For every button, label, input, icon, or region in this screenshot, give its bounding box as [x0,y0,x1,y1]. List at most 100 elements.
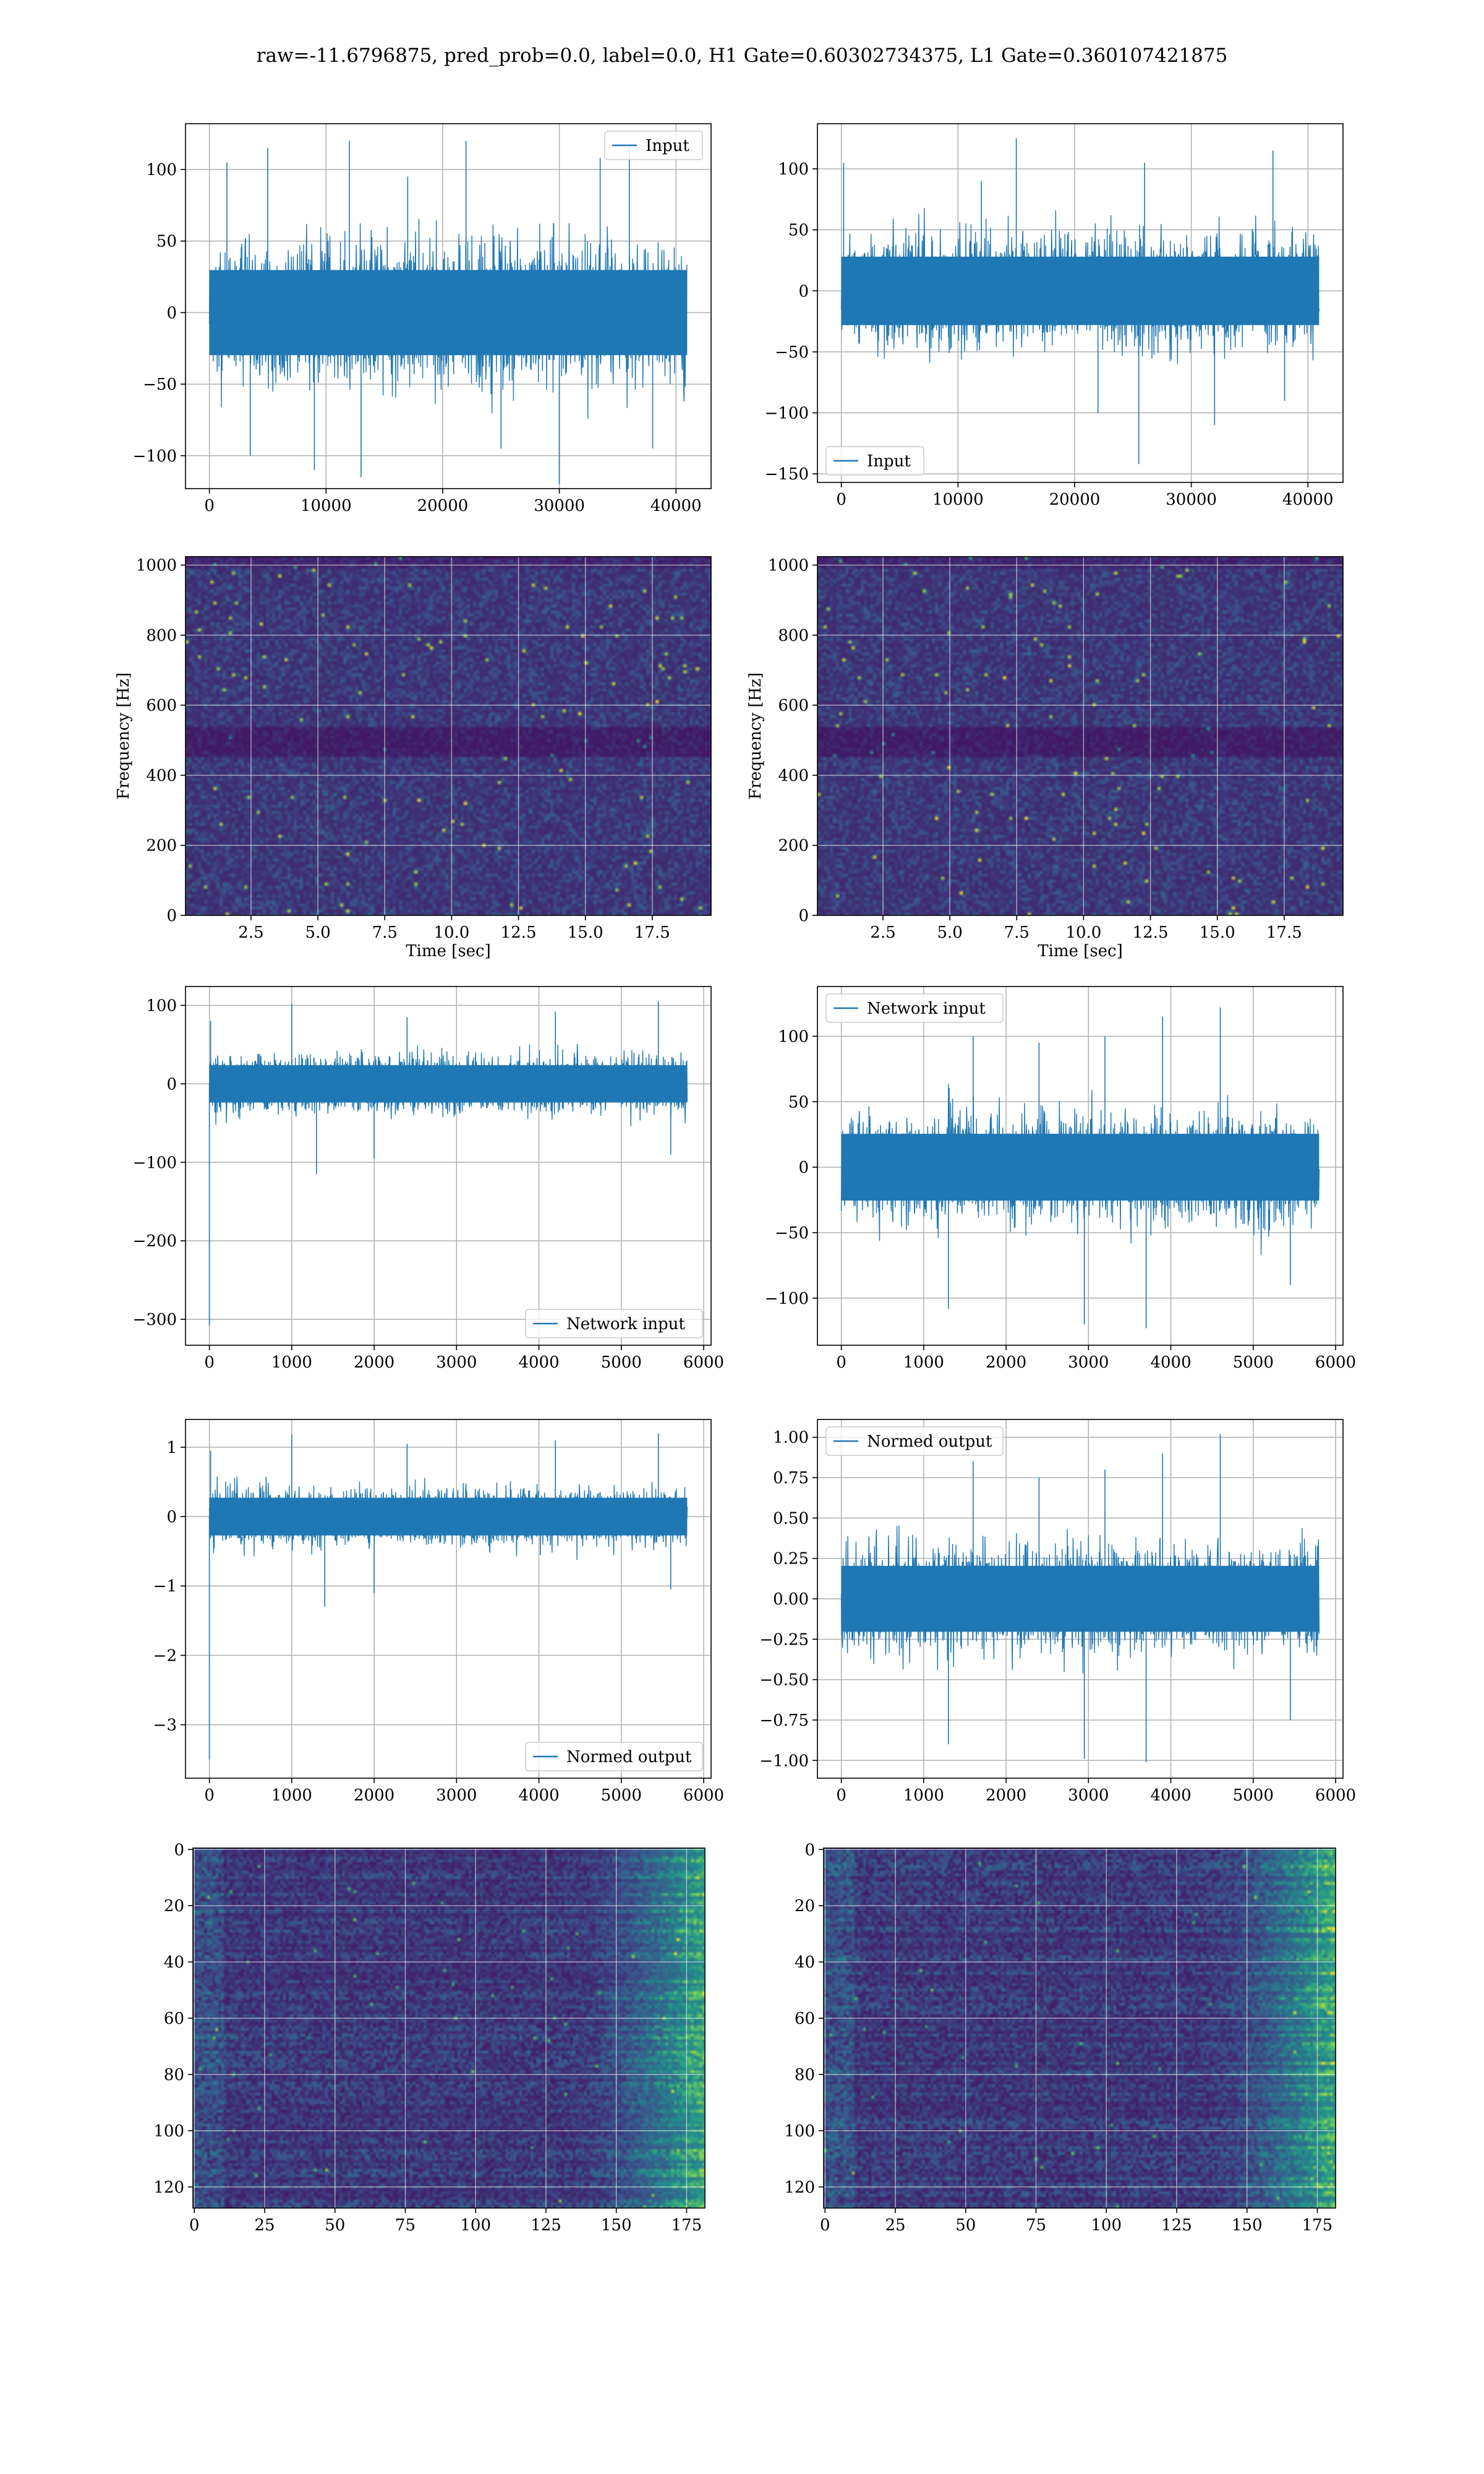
x-tick-label: 5000 [601,1353,642,1372]
legend-label: Normed output [566,1748,692,1766]
x-tick-label: 0 [820,2216,830,2235]
x-tick-label: 20000 [1049,490,1101,509]
x-tick-label: 12.5 [1133,923,1169,942]
y-tick-label: 40 [795,1953,815,1972]
plot-area [208,140,688,485]
x-tick-label: 2000 [354,1786,394,1805]
y-tick-label: 0 [166,1075,177,1094]
x-tick-label: 2000 [986,1353,1026,1372]
x-tick-label: 75 [1026,2216,1046,2235]
chart-r2c1: 2.5 5.0 7.5 10.0 12.5 15.0 17.5 0 200 400 600 800 10… [114,556,712,961]
x-tick-label: 17.5 [634,923,670,942]
x-tick-label: 10.0 [433,923,469,942]
y-tick-label: −1 [153,1577,177,1596]
x-tick-label: 7.5 [1004,923,1030,942]
y-tick-label: 20 [795,1897,815,1915]
series-core-band [841,1134,1320,1201]
y-tick-label: 20 [164,1897,184,1915]
x-tick-label: 40000 [1282,490,1334,509]
y-tick-label: −100 [133,447,177,466]
y-tick-label: −0.50 [759,1671,809,1690]
x-tick-label: 50 [955,2216,976,2235]
y-tick-label: −50 [143,375,177,394]
y-tick-label: 200 [146,837,177,855]
series-core-band [841,256,1320,325]
x-tick-label: 2.5 [870,923,895,942]
axes-frame [817,123,1344,483]
chart-r2c2: 2.5 5.0 7.5 10.0 12.5 15.0 17.5 0 200 400 600 800 10… [746,556,1344,961]
y-tick-label: 0 [798,1158,809,1177]
x-tick-label: 150 [1232,2216,1263,2235]
x-tick-label: 2000 [986,1786,1026,1805]
y-tick-label: 50 [156,233,177,251]
y-tick-label: −150 [765,465,809,484]
y-tick-label: 0.75 [773,1469,809,1487]
y-axis-label: Frequency [Hz] [114,672,133,800]
y-tick-label: 0 [166,907,177,925]
x-tick-label: 175 [1302,2216,1333,2235]
x-tick-label: 4000 [518,1786,559,1805]
chart-r4c2: 0 1000 2000 3000 4000 5000 6000 −1.00 −0.75 −0.50… [759,1419,1356,1805]
y-tick-label: 0.50 [773,1509,809,1528]
x-tick-label: 17.5 [1266,923,1302,942]
y-tick-label: 400 [778,766,809,785]
y-tick-label: 400 [146,766,177,785]
x-tick-label: 3000 [1068,1353,1109,1372]
y-tick-label: −1.00 [759,1752,809,1770]
legend-box [525,1742,703,1771]
chart-r3c2: 0 1000 2000 3000 4000 5000 6000 −100 −50 0 50 100 Ne… [765,986,1356,1372]
legend-box [825,446,924,476]
legend-label: Network input [566,1315,685,1333]
x-tick-label: 1000 [271,1353,312,1372]
x-tick-label: 0 [204,497,215,515]
chart-r5c2: 0 25 50 75 100 125 150 175 0 20 40 60 80 100 120 [784,1841,1336,2235]
axes-frame [185,1419,712,1779]
y-tick-label: −50 [775,1224,809,1243]
y-tick-label: −2 [153,1646,177,1665]
x-tick-label: 6000 [1315,1353,1356,1372]
x-tick-label: 5000 [1233,1786,1274,1805]
heatmap-image [186,557,711,915]
x-tick-label: 0 [836,1786,846,1805]
plot-area [840,1434,1320,1762]
chart-r4c1: 0 1000 2000 3000 4000 5000 6000 −3 −2 −1 0 1 Normed … [153,1419,724,1805]
y-tick-label: 60 [164,2010,184,2028]
x-tick-label: 3000 [436,1353,477,1372]
y-tick-label: 100 [778,160,809,179]
chart-r1c2: 0 10000 20000 30000 40000 −150 −100 −50 0 50 100 In… [765,123,1344,509]
y-tick-label: 100 [784,2122,815,2141]
y-tick-label: 100 [778,1027,809,1046]
x-tick-label: 10000 [932,490,984,509]
x-tick-label: 50 [325,2216,345,2235]
legend-label: Input [646,137,689,155]
axes-frame [817,556,1344,916]
x-tick-label: 2.5 [238,923,263,942]
chart-r3c1: 0 1000 2000 3000 4000 5000 6000 −300 −200 −100 0 10… [133,986,724,1372]
y-tick-label: −3 [153,1716,177,1735]
heatmap-image [193,1848,705,2208]
legend-box [825,993,1004,1023]
y-tick-label: 80 [795,2066,815,2084]
y-tick-label: −100 [133,1154,177,1172]
x-tick-label: 0 [836,1353,846,1372]
x-tick-label: 1000 [271,1786,312,1805]
x-tick-label: 12.5 [501,923,537,942]
series-core-band [209,1065,688,1103]
x-tick-label: 20000 [417,497,469,515]
axes-frame [185,123,712,489]
y-tick-label: 0 [804,1841,815,1859]
y-tick-label: 1000 [136,557,177,575]
x-tick-label: 25 [885,2216,905,2235]
legend-label: Input [867,452,911,471]
y-tick-label: 800 [146,627,177,645]
x-tick-label: 40000 [650,497,702,515]
legend-box [825,1426,1004,1456]
chart-r5c1: 0 25 50 75 100 125 150 175 0 20 40 60 80 100 120 [153,1841,706,2235]
x-tick-label: 0 [189,2216,200,2235]
y-tick-label: 50 [788,1093,809,1111]
x-tick-label: 25 [254,2216,275,2235]
y-tick-label: 120 [153,2178,184,2197]
axes-frame [192,1847,706,2209]
x-tick-label: 10.0 [1065,923,1101,942]
x-tick-label: 4000 [518,1353,559,1372]
